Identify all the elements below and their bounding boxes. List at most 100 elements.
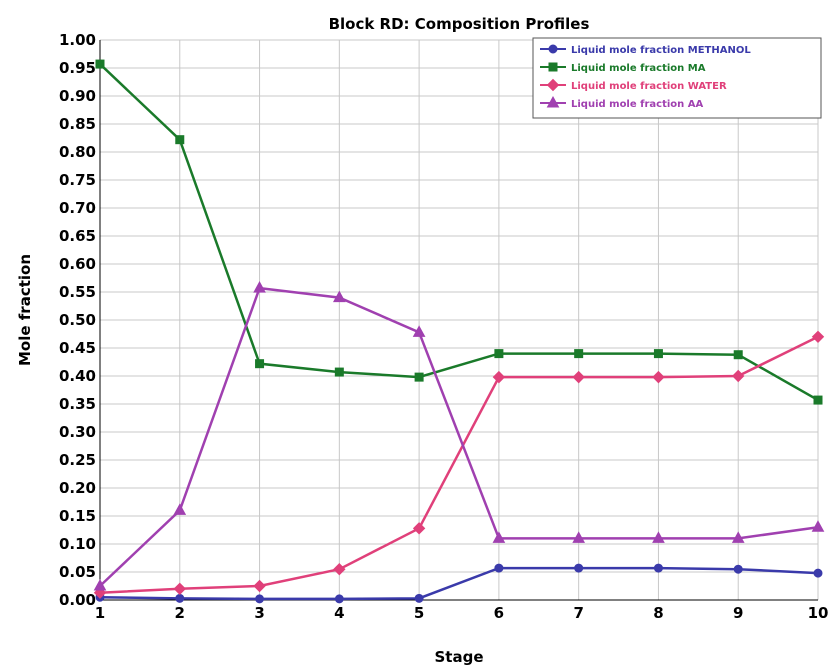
data-point bbox=[811, 330, 825, 344]
x-axis-ticks: 1 2 3 4 5 6 7 8 9 10 bbox=[95, 604, 829, 622]
legend-marker bbox=[546, 95, 560, 108]
data-point bbox=[255, 359, 265, 369]
legend-label: Liquid mole fraction MA bbox=[571, 63, 706, 74]
x-tick-label: 10 bbox=[808, 604, 829, 622]
y-tick-label: 0.20 bbox=[59, 479, 96, 497]
data-point bbox=[653, 349, 663, 359]
y-tick-label: 0.85 bbox=[59, 115, 96, 133]
x-tick-label: 2 bbox=[175, 604, 185, 622]
data-point bbox=[811, 520, 825, 532]
data-point bbox=[93, 578, 107, 591]
data-point bbox=[253, 579, 266, 593]
legend: Liquid mole fraction METHANOL Liquid mole… bbox=[532, 37, 822, 119]
x-tick-label: 1 bbox=[95, 604, 105, 622]
x-tick-label: 3 bbox=[254, 604, 264, 622]
data-point bbox=[732, 369, 745, 383]
data-point bbox=[492, 531, 506, 543]
legend-entry: Liquid mole fraction MA bbox=[540, 62, 706, 74]
legend-marker bbox=[548, 44, 558, 54]
y-tick-label: 0.75 bbox=[59, 171, 96, 189]
y-tick-label: 0.30 bbox=[59, 423, 96, 441]
legend-box bbox=[532, 37, 822, 119]
data-point bbox=[332, 290, 346, 303]
x-tick-label: 9 bbox=[733, 604, 743, 622]
chart-title: Block RD: Composition Profiles bbox=[329, 15, 590, 33]
data-point bbox=[572, 531, 586, 543]
data-point bbox=[733, 350, 743, 360]
data-point bbox=[175, 593, 185, 603]
y-tick-label: 0.50 bbox=[59, 311, 96, 329]
y-tick-label: 0.25 bbox=[59, 451, 96, 469]
y-tick-label: 0.70 bbox=[59, 199, 96, 217]
legend-label: Liquid mole fraction METHANOL bbox=[571, 45, 751, 56]
y-axis-label: Mole fraction bbox=[16, 254, 34, 366]
axes bbox=[99, 40, 818, 601]
data-point bbox=[494, 563, 504, 573]
y-tick-label: 0.90 bbox=[59, 87, 96, 105]
y-tick-label: 0.05 bbox=[59, 563, 96, 581]
y-tick-label: 0.00 bbox=[59, 591, 96, 609]
data-point bbox=[334, 367, 344, 377]
x-tick-label: 4 bbox=[334, 604, 344, 622]
legend-label: Liquid mole fraction WATER bbox=[571, 81, 727, 92]
legend-entry: Liquid mole fraction METHANOL bbox=[540, 44, 751, 56]
y-tick-label: 0.10 bbox=[59, 535, 96, 553]
x-tick-label: 7 bbox=[573, 604, 583, 622]
x-axis-label: Stage bbox=[434, 648, 483, 666]
data-point bbox=[574, 563, 584, 573]
legend-marker bbox=[546, 78, 560, 92]
y-tick-label: 0.95 bbox=[59, 59, 96, 77]
data-point bbox=[494, 349, 504, 359]
data-point bbox=[412, 325, 426, 337]
series-2 bbox=[95, 59, 823, 405]
x-tick-label: 5 bbox=[414, 604, 424, 622]
legend-label: Liquid mole fraction AA bbox=[571, 99, 704, 110]
data-point bbox=[253, 281, 266, 293]
data-point bbox=[574, 349, 584, 359]
data-point bbox=[733, 564, 743, 574]
data-point bbox=[652, 531, 665, 543]
x-tick-label: 8 bbox=[653, 604, 663, 622]
grid bbox=[99, 39, 819, 601]
legend-marker bbox=[548, 62, 558, 72]
y-tick-label: 0.35 bbox=[59, 395, 96, 413]
y-axis-ticks: 0.00 0.05 0.10 0.15 0.20 0.25 0.30 0.35 0.40 0.45… bbox=[59, 31, 96, 609]
y-tick-label: 0.65 bbox=[59, 227, 96, 245]
y-tick-label: 0.40 bbox=[59, 367, 96, 385]
series-line bbox=[99, 286, 819, 587]
data-point bbox=[95, 59, 105, 69]
legend-entry: Liquid mole fraction WATER bbox=[540, 78, 727, 92]
data-point bbox=[652, 370, 665, 384]
data-point bbox=[731, 531, 745, 543]
y-tick-label: 0.55 bbox=[59, 283, 96, 301]
data-point bbox=[173, 503, 187, 515]
data-point bbox=[412, 522, 426, 535]
data-point bbox=[414, 593, 424, 603]
series-line bbox=[99, 335, 819, 594]
data-point bbox=[175, 135, 185, 145]
series-line bbox=[99, 566, 819, 601]
y-tick-label: 0.45 bbox=[59, 339, 96, 357]
data-point bbox=[255, 594, 265, 604]
data-point bbox=[173, 582, 186, 596]
data-point bbox=[334, 594, 344, 604]
series-line bbox=[99, 63, 819, 402]
data-point bbox=[572, 370, 585, 384]
series-1 bbox=[95, 563, 823, 604]
series-3 bbox=[93, 330, 825, 599]
legend-entry: Liquid mole fraction AA bbox=[540, 95, 704, 110]
y-tick-label: 1.00 bbox=[59, 31, 96, 49]
data-point bbox=[492, 370, 506, 384]
data-point bbox=[653, 563, 663, 573]
x-tick-label: 6 bbox=[494, 604, 504, 622]
data-point bbox=[813, 395, 823, 405]
data-point bbox=[333, 562, 346, 576]
series-lines bbox=[93, 59, 825, 604]
series-4 bbox=[93, 281, 825, 591]
y-tick-label: 0.80 bbox=[59, 143, 96, 161]
data-point bbox=[414, 372, 424, 382]
y-tick-label: 0.60 bbox=[59, 255, 96, 273]
data-point bbox=[813, 568, 823, 578]
y-tick-label: 0.15 bbox=[59, 507, 96, 525]
